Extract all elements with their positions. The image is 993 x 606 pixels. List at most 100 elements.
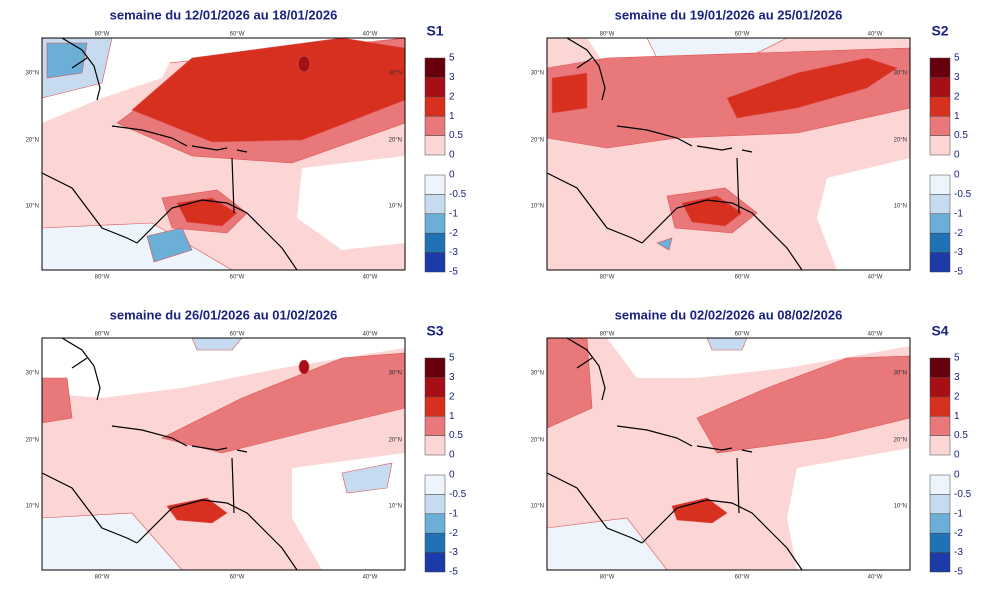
latitude-label: 30°N [531, 71, 544, 77]
map-frame [546, 337, 911, 571]
colorbar-cell [929, 174, 951, 195]
colorbar-label: 0.5 [449, 430, 463, 441]
colorbar-cell [424, 396, 446, 417]
colorbar-cell [424, 377, 446, 398]
colorbar-cell [929, 232, 951, 253]
colorbar-label: 5 [954, 353, 960, 364]
anomaly-region [681, 195, 743, 227]
colorbar-label: 1 [449, 411, 455, 422]
map-area [42, 338, 405, 570]
colorbar-cell [929, 96, 951, 117]
latitude-label: 20°N [26, 138, 39, 144]
colorbar-cell [424, 474, 446, 495]
longitude-label: 40°W [868, 332, 883, 338]
anomaly-region [607, 338, 910, 378]
colorbar-cell [424, 194, 446, 215]
colorbar-cell [929, 252, 951, 273]
colorbar-cell [929, 474, 951, 495]
colorbar-label: 0 [954, 450, 960, 461]
latitude-label: 20°N [894, 138, 907, 144]
latitude-label: 10°N [894, 504, 907, 510]
colorbar-label: 2 [954, 391, 960, 402]
panel-label: S3 [426, 323, 443, 339]
colorbar-cell [929, 213, 951, 234]
colorbar-cell [424, 357, 446, 378]
latitude-label: 30°N [26, 371, 39, 377]
latitude-label: 30°N [389, 71, 402, 77]
colorbar-label: -1 [954, 508, 963, 519]
anomaly-region [131, 38, 405, 143]
longitude-label: 40°W [868, 32, 883, 38]
colorbar-cell [424, 57, 446, 78]
latitude-label: 10°N [26, 204, 39, 210]
colorbar-label: 0.5 [954, 430, 968, 441]
colorbar-label: -2 [449, 528, 458, 539]
colorbar-cell [424, 174, 446, 195]
anomaly-region [817, 158, 910, 270]
colorbar-label: 3 [449, 372, 455, 383]
latitude-label: 10°N [531, 204, 544, 210]
colorbar-label: -2 [449, 228, 458, 239]
colorbar-label: 5 [954, 53, 960, 64]
coastline [547, 338, 803, 570]
latitude-label: 20°N [26, 438, 39, 444]
colorbar-cell [424, 494, 446, 515]
longitude-label: 80°W [95, 332, 110, 338]
panel-label: S2 [931, 23, 948, 39]
colorbar-label: -5 [449, 567, 458, 578]
colorbar-cell [929, 357, 951, 378]
colorbar-cell [929, 435, 951, 456]
longitude-label: 40°W [363, 575, 378, 581]
anomaly-region [297, 55, 311, 73]
colorbar-label: -5 [954, 567, 963, 578]
colorbar-label: 3 [954, 372, 960, 383]
colorbar-cell [929, 396, 951, 417]
panel-title: semaine du 26/01/2026 au 01/02/2026 [110, 307, 338, 322]
longitude-label: 80°W [95, 575, 110, 581]
colorbar-label: -2 [954, 528, 963, 539]
colorbar-cell [424, 415, 446, 436]
colorbar-cell [424, 435, 446, 456]
colorbar-cell [424, 213, 446, 234]
anomaly-region [656, 237, 673, 251]
colorbar-cell [929, 115, 951, 136]
map-panel: semaine du 26/01/2026 au 01/02/2026 S3 80°… [26, 307, 467, 580]
colorbar-label: 5 [449, 53, 455, 64]
coastline [42, 38, 298, 270]
longitude-label: 80°W [600, 275, 615, 281]
anomaly-region [696, 355, 910, 454]
anomaly-region [42, 512, 183, 570]
colorbar-label: 0 [449, 170, 455, 181]
longitude-label: 80°W [95, 275, 110, 281]
longitude-label: 60°W [230, 275, 245, 281]
colorbar-cell [929, 135, 951, 156]
anomaly-region [706, 338, 748, 351]
longitude-label: 40°W [363, 32, 378, 38]
colorbar-label: -3 [449, 547, 458, 558]
longitude-label: 80°W [600, 32, 615, 38]
colorbar-cell [929, 77, 951, 98]
colorbar-label: -0.5 [954, 489, 972, 500]
colorbar-cell [929, 57, 951, 78]
latitude-label: 30°N [26, 71, 39, 77]
colorbar-label: 0 [954, 470, 960, 481]
colorbar-cell [424, 552, 446, 573]
colorbar-label: -1 [449, 508, 458, 519]
colorbar-label: -3 [449, 247, 458, 258]
latitude-label: 20°N [894, 438, 907, 444]
coastline [42, 338, 298, 570]
anomaly-region [42, 338, 405, 398]
colorbar-label: 0.5 [954, 130, 968, 141]
longitude-label: 60°W [735, 575, 750, 581]
coastline [547, 38, 803, 270]
anomaly-region [547, 517, 668, 570]
colorbar-cell [929, 494, 951, 515]
colorbar-label: 0.5 [449, 130, 463, 141]
colorbar-cell [424, 252, 446, 273]
colorbar-label: 1 [449, 111, 455, 122]
colorbar-label: -3 [954, 547, 963, 558]
colorbar-label: 2 [449, 391, 455, 402]
map-frame [41, 37, 406, 271]
anomaly-region [547, 338, 593, 429]
